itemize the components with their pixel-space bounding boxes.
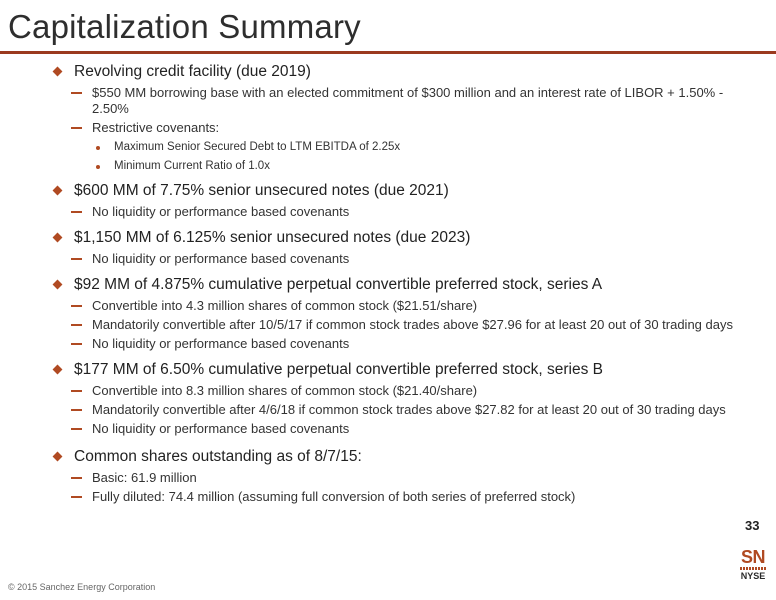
section-5: $177 MM of 6.50% cumulative perpetual co… — [52, 360, 742, 437]
diamond-bullet-icon — [52, 364, 63, 375]
dash-bullet-icon — [71, 305, 82, 307]
sub-bullet-text: Basic: 61.9 million — [92, 470, 197, 485]
section-heading-text: $600 MM of 7.75% senior unsecured notes … — [74, 182, 449, 199]
sub-bullet: Restrictive covenants: — [52, 120, 742, 136]
sub-bullet: No liquidity or performance based covena… — [52, 421, 742, 437]
logo-stripe — [740, 567, 766, 570]
sub-bullet-text: Mandatorily convertible after 4/6/18 if … — [92, 402, 726, 417]
section-heading: $92 MM of 4.875% cumulative perpetual co… — [52, 275, 742, 295]
sub-bullet-text: No liquidity or performance based covena… — [92, 421, 350, 436]
sub-bullet: No liquidity or performance based covena… — [52, 336, 742, 352]
diamond-bullet-icon — [52, 66, 63, 77]
bullet-content: Revolving credit facility (due 2019) $550… — [52, 62, 742, 505]
sub-sub-bullet-text: Maximum Senior Secured Debt to LTM EBITD… — [114, 141, 401, 153]
sub-bullet: No liquidity or performance based covena… — [52, 251, 742, 267]
section-4: $92 MM of 4.875% cumulative perpetual co… — [52, 275, 742, 352]
sub-bullet: Convertible into 8.3 million shares of c… — [52, 383, 742, 399]
section-heading: Revolving credit facility (due 2019) — [52, 62, 742, 82]
sub-bullet-text: No liquidity or performance based covena… — [92, 336, 350, 351]
dash-bullet-icon — [71, 390, 82, 392]
section-6: Common shares outstanding as of 8/7/15: B… — [52, 447, 742, 505]
sub-sub-bullet-text: Minimum Current Ratio of 1.0x — [114, 160, 270, 172]
sub-bullet: Mandatorily convertible after 4/6/18 if … — [52, 402, 742, 418]
dot-bullet-icon — [96, 146, 100, 150]
title-divider — [0, 51, 776, 54]
diamond-bullet-icon — [52, 451, 63, 462]
logo-nyse-text: NYSE — [740, 571, 766, 581]
section-3: $1,150 MM of 6.125% senior unsecured not… — [52, 228, 742, 267]
sub-bullet: Fully diluted: 74.4 million (assuming fu… — [52, 489, 742, 505]
sub-bullet-text: Restrictive covenants: — [92, 120, 220, 135]
sub-bullet: Basic: 61.9 million — [52, 470, 742, 486]
dash-bullet-icon — [71, 496, 82, 498]
sub-bullet-text: Convertible into 4.3 million shares of c… — [92, 298, 478, 313]
sub-bullet: No liquidity or performance based covena… — [52, 204, 742, 220]
dash-bullet-icon — [71, 409, 82, 411]
section-heading-text: Revolving credit facility (due 2019) — [74, 63, 311, 80]
logo-sn-text: SN — [740, 547, 766, 567]
section-heading-text: $92 MM of 4.875% cumulative perpetual co… — [74, 276, 603, 293]
page-number: 33 — [745, 518, 760, 533]
section-heading-text: $1,150 MM of 6.125% senior unsecured not… — [74, 229, 471, 246]
section-heading: $1,150 MM of 6.125% senior unsecured not… — [52, 228, 742, 248]
diamond-bullet-icon — [52, 185, 63, 196]
sub-bullet-text: $550 MM borrowing base with an elected c… — [92, 85, 724, 116]
dash-bullet-icon — [71, 258, 82, 260]
section-heading-text: $177 MM of 6.50% cumulative perpetual co… — [74, 361, 603, 378]
dash-bullet-icon — [71, 211, 82, 213]
dash-bullet-icon — [71, 477, 82, 479]
dot-bullet-icon — [96, 165, 100, 169]
dash-bullet-icon — [71, 428, 82, 430]
diamond-bullet-icon — [52, 279, 63, 290]
sn-nyse-logo: SN NYSE — [737, 548, 769, 590]
section-2: $600 MM of 7.75% senior unsecured notes … — [52, 181, 742, 220]
page-title: Capitalization Summary — [8, 8, 361, 45]
dash-bullet-icon — [71, 92, 82, 94]
section-1: Revolving credit facility (due 2019) $550… — [52, 62, 742, 174]
sub-bullet-text: No liquidity or performance based covena… — [92, 251, 350, 266]
section-heading: Common shares outstanding as of 8/7/15: — [52, 447, 742, 467]
sub-bullet-text: Fully diluted: 74.4 million (assuming fu… — [92, 489, 576, 504]
sub-bullet: $550 MM borrowing base with an elected c… — [52, 85, 742, 117]
sub-bullet: Mandatorily convertible after 10/5/17 if… — [52, 317, 742, 333]
dash-bullet-icon — [71, 343, 82, 345]
sub-bullet: Convertible into 4.3 million shares of c… — [52, 298, 742, 314]
sub-bullet-text: Convertible into 8.3 million shares of c… — [92, 383, 478, 398]
dash-bullet-icon — [71, 127, 82, 129]
section-heading: $600 MM of 7.75% senior unsecured notes … — [52, 181, 742, 201]
section-heading-text: Common shares outstanding as of 8/7/15: — [74, 448, 362, 465]
section-heading: $177 MM of 6.50% cumulative perpetual co… — [52, 360, 742, 380]
diamond-bullet-icon — [52, 232, 63, 243]
dash-bullet-icon — [71, 324, 82, 326]
copyright-notice: © 2015 Sanchez Energy Corporation — [8, 582, 156, 592]
sub-bullet-text: Mandatorily convertible after 10/5/17 if… — [92, 317, 733, 332]
sub-bullet-text: No liquidity or performance based covena… — [92, 204, 350, 219]
sub-sub-bullet: Minimum Current Ratio of 1.0x — [52, 159, 742, 174]
sub-sub-bullet: Maximum Senior Secured Debt to LTM EBITD… — [52, 140, 742, 155]
